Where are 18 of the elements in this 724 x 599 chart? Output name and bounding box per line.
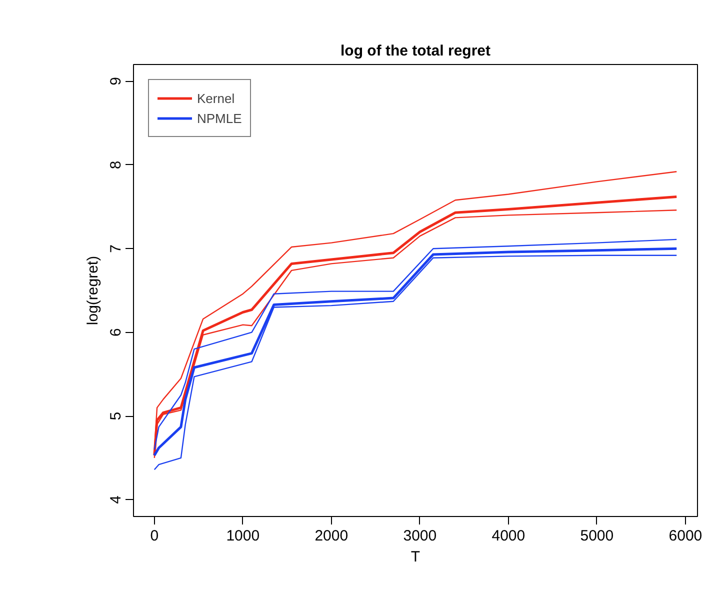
y-tick-label: 9	[108, 77, 124, 86]
x-tick-label: 4000	[492, 528, 526, 544]
x-axis-title: T	[410, 548, 420, 566]
y-tick-label: 8	[108, 160, 124, 170]
chart-title: log of the total regret	[340, 42, 491, 60]
x-tick-label: 5000	[580, 528, 614, 544]
x-tick-label: 6000	[668, 528, 702, 544]
x-tick-label: 2000	[314, 528, 348, 544]
y-tick-label: 5	[108, 412, 124, 420]
legend-label: Kernel	[197, 90, 235, 106]
y-tick-label: 4	[108, 496, 124, 504]
x-tick-label: 0	[150, 528, 159, 544]
x-tick-label: 3000	[403, 528, 437, 544]
legend-label: NPMLE	[197, 110, 242, 126]
x-tick-label: 1000	[226, 528, 260, 544]
y-tick-label: 6	[108, 328, 124, 337]
y-axis-title: log(regret)	[84, 256, 102, 326]
y-tick-label: 7	[108, 244, 124, 253]
